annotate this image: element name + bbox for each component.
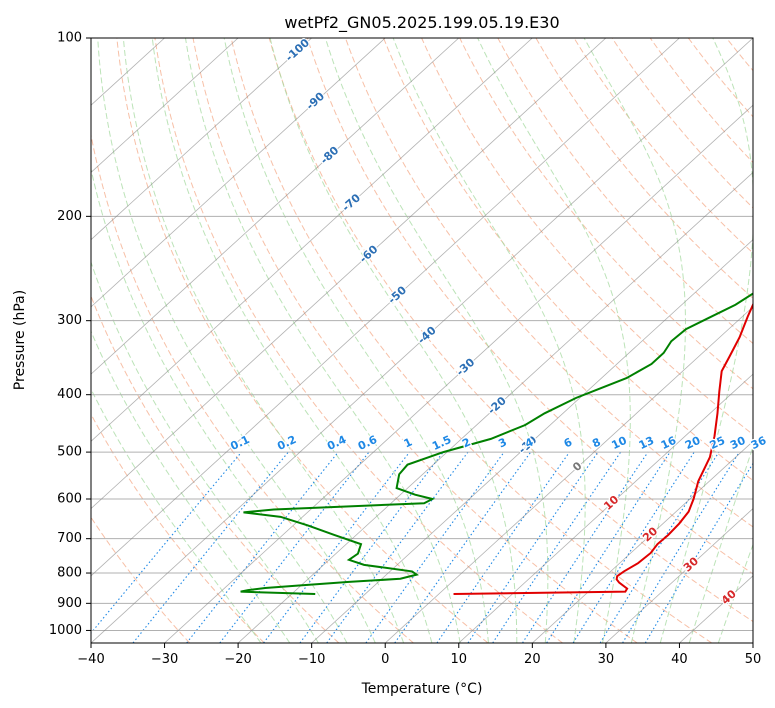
temperature-profile: [453, 302, 753, 596]
plot-frame: [90, 37, 754, 644]
isotherm-line: [311, 239, 753, 643]
x-tick-label: 40: [671, 652, 688, 667]
y-tick-label: 300: [57, 313, 82, 328]
moist-adiabat: [269, 38, 518, 643]
y-tick-label: 600: [57, 492, 82, 507]
dry-adiabat: [459, 38, 753, 390]
mixing-ratio-line: [299, 451, 444, 643]
isotherm-line: [237, 171, 753, 643]
moist-adiabat: [91, 166, 348, 643]
dry-adiabat: [383, 38, 753, 482]
isotherm-line: [91, 38, 607, 510]
y-tick-label: 900: [57, 596, 82, 611]
isotherm-line: [458, 373, 753, 643]
x-tick-label: 50: [745, 652, 762, 667]
isotherm-line: [91, 38, 312, 241]
mixing-ratio-line: [572, 451, 695, 643]
mixing-ratio-line: [186, 451, 339, 643]
dry-adiabat: [154, 38, 563, 643]
moist-adiabat: [583, 38, 686, 643]
dry-adiabat: [91, 294, 340, 643]
isotherm-line: [91, 38, 239, 173]
mixing-ratio-line: [492, 451, 622, 643]
mixing-ratio-line: [599, 451, 720, 643]
isotherm-line: [91, 38, 533, 442]
moist-adiabat: [324, 38, 549, 643]
x-tick-label: −40: [77, 652, 104, 667]
moist-adiabat: [91, 387, 262, 643]
dewpoint-profile: [240, 292, 753, 596]
x-tick-label: 10: [451, 652, 468, 667]
moist-adiabat: [659, 38, 753, 643]
mixing-ratio-line: [91, 451, 242, 634]
dry-adiabat: [192, 38, 638, 643]
chart-title: wetPf2_GN05.2025.199.05.19.E30: [284, 13, 559, 33]
isotherm-line: [532, 440, 753, 643]
mixing-ratio-line: [546, 451, 671, 643]
isotherm-line: [605, 508, 753, 643]
mixing-ratio-line: [365, 451, 505, 643]
moist-adiabat: [151, 38, 433, 643]
mixing-ratio-line: [522, 451, 649, 643]
moist-adiabat: [91, 330, 291, 643]
y-axis-label: Pressure (hPa): [12, 290, 28, 390]
mixing-ratio-line: [622, 451, 740, 643]
isotherm-line: [91, 38, 460, 375]
moist-adiabat: [91, 260, 319, 643]
x-tick-label: −30: [151, 652, 178, 667]
x-tick-label: −20: [224, 652, 251, 667]
y-tick-label: 200: [57, 209, 82, 224]
profile-lines: [240, 292, 753, 596]
dry-adiabat: [91, 516, 191, 643]
background-lines: [91, 38, 753, 643]
dry-adiabat: [116, 38, 489, 643]
isotherm-line: [164, 104, 753, 643]
isotherm-line: [91, 38, 753, 643]
mixing-ratio-line: [326, 451, 469, 643]
y-tick-label: 1000: [49, 623, 82, 638]
y-tick-label: 400: [57, 387, 82, 402]
moist-adiabat: [392, 38, 586, 643]
mixing-ratio-line: [436, 451, 570, 643]
moist-adiabat: [97, 38, 376, 643]
y-tick-label: 800: [57, 566, 82, 581]
isotherm-line: [384, 306, 753, 643]
dry-adiabat: [306, 38, 753, 575]
moist-adiabat: [122, 38, 405, 643]
x-tick-label: 20: [524, 652, 541, 667]
dry-adiabat: [91, 413, 265, 643]
x-tick-label: −10: [298, 652, 325, 667]
dry-adiabat: [535, 38, 753, 299]
mixing-ratio-line: [467, 451, 599, 643]
moist-adiabat: [477, 38, 631, 643]
dry-adiabat: [268, 38, 753, 623]
x-tick-label: 30: [598, 652, 615, 667]
isotherm-line: [91, 38, 680, 577]
y-tick-label: 100: [57, 31, 82, 46]
moist-adiabat: [688, 444, 753, 643]
dry-adiabat: [230, 38, 713, 643]
moist-adiabat: [184, 38, 461, 643]
y-tick-label: 500: [57, 445, 82, 460]
isotherm-line: [91, 38, 386, 308]
dry-adiabat: [497, 38, 753, 345]
y-tick-label: 700: [57, 531, 82, 546]
mixing-ratio-line: [132, 451, 289, 643]
x-axis-label: Temperature (°C): [361, 681, 483, 697]
mixing-ratio-line: [263, 451, 410, 643]
x-tick-label: 0: [381, 652, 389, 667]
